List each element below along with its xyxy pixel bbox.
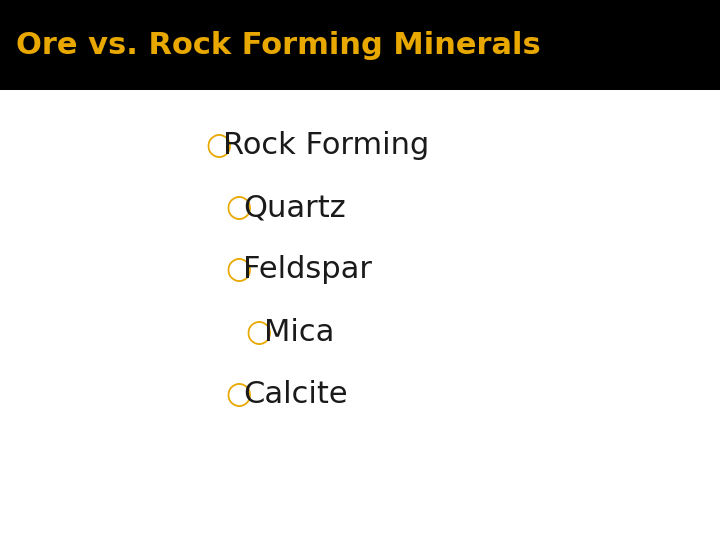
Text: ○: ○: [246, 318, 272, 347]
Text: Calcite: Calcite: [243, 380, 348, 409]
Text: ○: ○: [225, 380, 252, 409]
Text: Quartz: Quartz: [243, 193, 346, 222]
Text: ○: ○: [225, 193, 252, 222]
Text: Ore vs. Rock Forming Minerals: Ore vs. Rock Forming Minerals: [16, 31, 541, 59]
Text: ○: ○: [205, 131, 232, 160]
Text: Mica: Mica: [264, 318, 334, 347]
Text: Feldspar: Feldspar: [243, 255, 372, 285]
Text: Rock Forming: Rock Forming: [223, 131, 429, 160]
Text: ○: ○: [225, 255, 252, 285]
